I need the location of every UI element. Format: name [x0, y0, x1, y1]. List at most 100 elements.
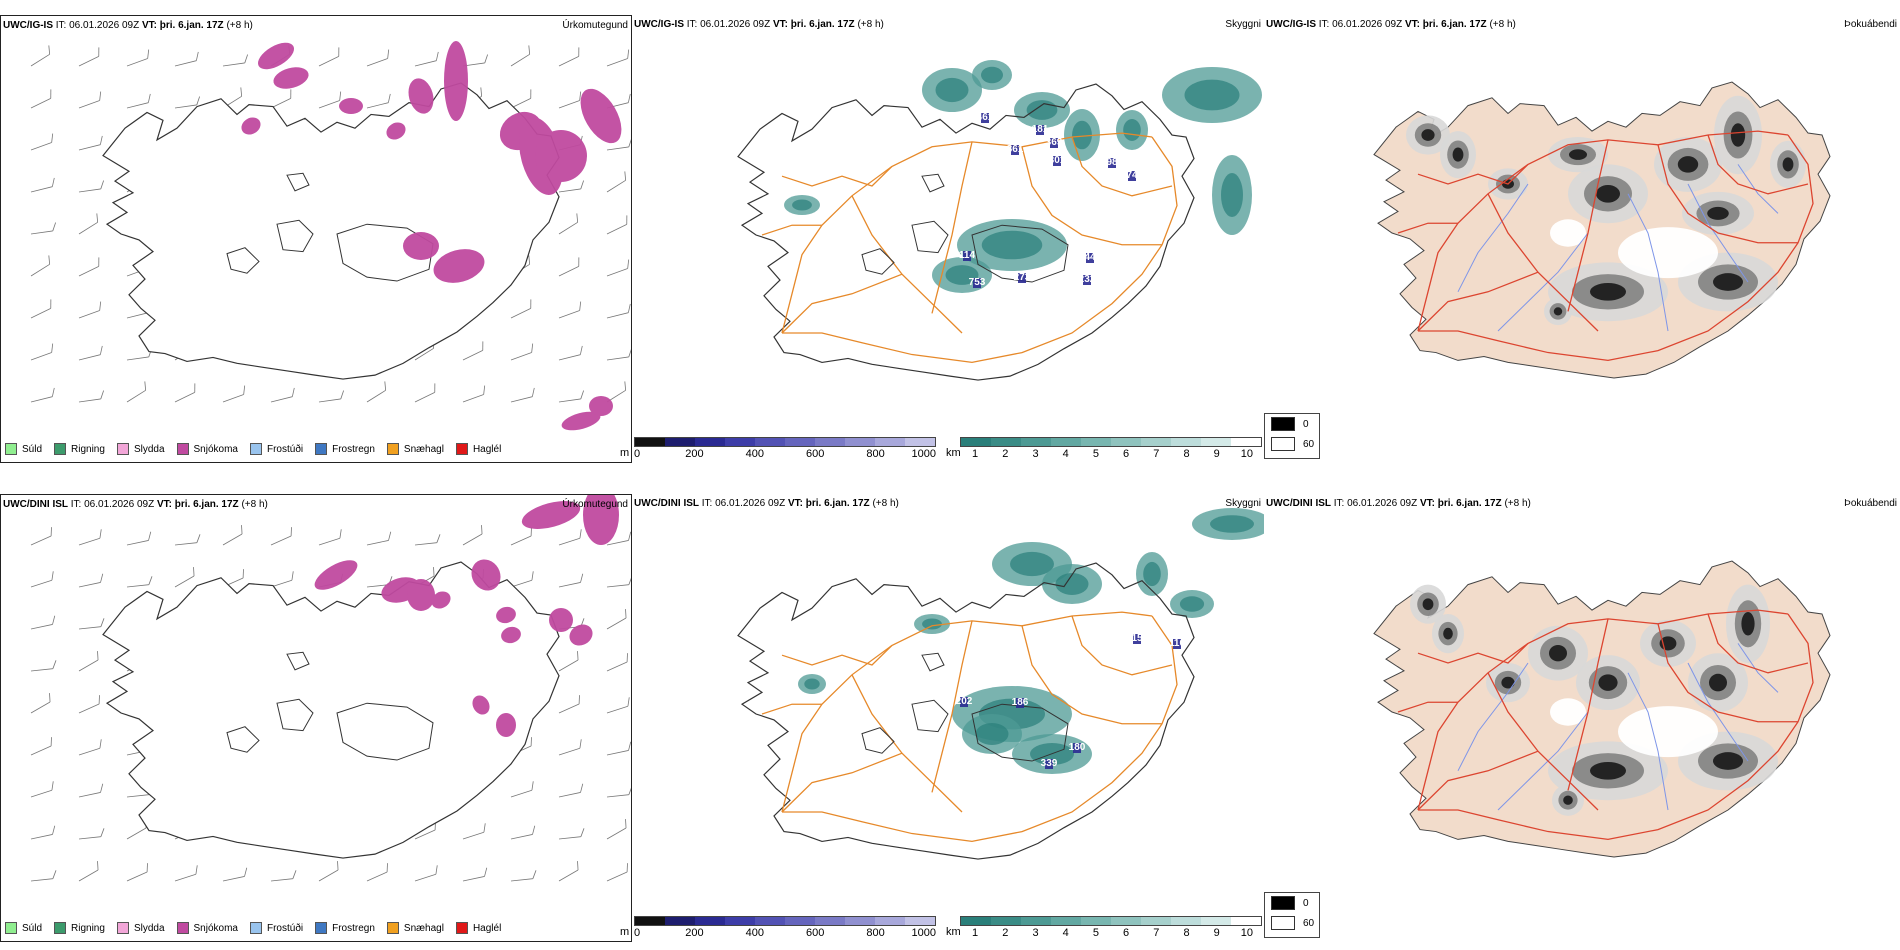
fog-intensity: [1406, 95, 1806, 326]
road-network: [761, 611, 1178, 843]
legend-item: Frostregn: [315, 922, 375, 934]
legend-swatch: [455, 443, 468, 455]
fog-map-row1: [1373, 81, 1831, 379]
panel-type-label: Þokuábendi: [1844, 498, 1897, 509]
legend-item: Frostregn: [315, 443, 375, 455]
visibility-panel-row1: 461 181 861 369 301 98 74 114 44 273 232 753 UWC/IG…: [620, 15, 1264, 463]
colorbar-tick-label: 4: [1062, 448, 1069, 460]
visibility-value-label: 44: [1084, 252, 1096, 263]
colorbar-gradient: [960, 916, 1262, 926]
road-network: [1397, 130, 1814, 362]
colorbar-unit: m: [620, 926, 630, 938]
fog-legend-swatch: [1271, 916, 1295, 930]
visibility-value-label: 180: [1069, 742, 1086, 753]
legend-swatch: [116, 922, 129, 934]
legend-swatch: [116, 443, 129, 455]
rivers: [1457, 164, 1779, 332]
colorbar-tick-label: 800: [866, 927, 885, 939]
colorbar-gradient: [960, 437, 1262, 447]
iceland-outline: [737, 562, 1195, 860]
panel-title: UWC/IG-IS IT: 06.01.2026 09Z VT: þri. 6.…: [634, 19, 884, 30]
visibility-value-label: 369: [1046, 137, 1063, 148]
legend-item: Haglél: [455, 443, 502, 455]
visibility-value-label: 74: [1126, 170, 1138, 181]
colorbar-tick-label: 3: [1032, 448, 1039, 460]
fog-legend-row: 60: [1265, 913, 1319, 933]
legend-swatch: [54, 922, 67, 934]
legend-label: Snæhagl: [403, 443, 444, 455]
colorbar-tick-label: 600: [806, 448, 825, 460]
visibility-value-label: 116: [1169, 638, 1186, 649]
colorbar-tick-label: 7: [1153, 927, 1160, 939]
visibility-value-label: 114: [959, 250, 976, 261]
colorbar-unit: m: [620, 447, 630, 459]
fog-legend-swatch: [1271, 437, 1295, 451]
visibility-value-label: 181: [1032, 124, 1049, 135]
legend-item: Snjókoma: [176, 922, 238, 934]
visibility-value-labels: 15 116 202 186 180 339: [956, 633, 1186, 769]
panel-type-label: Þokuábendi: [1844, 19, 1897, 30]
colorbar-tick-label: 9: [1213, 448, 1220, 460]
visibility-value-label: 339: [1041, 758, 1058, 769]
visibility-value-label: 15: [1131, 633, 1143, 644]
legend-label: Frostúði: [266, 922, 304, 934]
cloud-base-colorbar: 0 200 400 600 800 1000 m: [620, 916, 936, 940]
fog-intensity: [1410, 584, 1778, 816]
iceland-outline: [102, 561, 560, 859]
panel-type-label: Skyggni: [1225, 498, 1261, 509]
fog-legend-row: 0: [1265, 414, 1319, 434]
legend-swatch: [5, 922, 17, 934]
colorbar-tick-label: 5: [1092, 927, 1099, 939]
legend-item: Frostúði: [249, 443, 304, 455]
colorbar-tick-label: 1: [972, 927, 979, 939]
visibility-map-row2: 15 116 202 186 180 339: [737, 508, 1264, 860]
visibility-value-label: 202: [956, 696, 973, 707]
legend-label: Rigning: [71, 443, 105, 455]
panel-title: UWC/DINI ISL IT: 06.01.2026 09Z VT: þri.…: [3, 499, 268, 510]
legend-label: Snæhagl: [403, 922, 444, 934]
colorbar-tick-label: 10: [1240, 927, 1254, 939]
colorbar-tick-label: 600: [806, 927, 825, 939]
fog-legend-label: 0: [1303, 418, 1309, 430]
colorbar-tick-label: 6: [1123, 927, 1130, 939]
fog-legend-label: 0: [1303, 897, 1309, 909]
legend-label: Haglél: [472, 443, 502, 455]
road-network: [1397, 609, 1814, 841]
visibility-colorbar: 1 2 3 4 5 6 7 8 9 10 km: [946, 437, 1262, 461]
legend-swatch: [386, 922, 399, 934]
visibility-value-label: 753: [969, 277, 986, 288]
legend-swatch: [176, 443, 189, 455]
panel-title: UWC/IG-IS IT: 06.01.2026 09Z VT: þri. 6.…: [3, 20, 253, 31]
visibility-colorbar: 1 2 3 4 5 6 7 8 9 10 km: [946, 916, 1262, 940]
visibility-areas: [784, 60, 1262, 293]
colorbar-tick-label: 9: [1213, 927, 1220, 939]
legend-label: Frostregn: [332, 922, 375, 934]
colorbar-tick-label: 0: [634, 448, 641, 460]
colorbar-tick-label: 200: [685, 448, 704, 460]
colorbar-tick-label: 6: [1123, 448, 1130, 460]
fog-legend-swatch: [1271, 896, 1295, 910]
fog-panel-row2: UWC/DINI ISL IT: 06.01.2026 09Z VT: þri.…: [1264, 494, 1900, 942]
colorbar-tick-label: 400: [745, 448, 764, 460]
fog-legend-row: 0: [1265, 893, 1319, 913]
legend-label: Súld: [22, 922, 43, 934]
glacier-outlines: [861, 173, 1069, 283]
road-network: [761, 132, 1178, 364]
legend-item: Súld: [5, 443, 42, 455]
legend-swatch: [54, 443, 67, 455]
visibility-map-row1: 461 181 861 369 301 98 74 114 44 273 232 753: [737, 60, 1262, 381]
legend-label: Súld: [22, 443, 43, 455]
precip-legend: Súld Rigning Slydda Snjókoma Frostúði Frostre…: [5, 922, 513, 934]
visibility-panel-row2: 15 116 202 186 180 339 UWC/DINI ISL IT: 06.01…: [620, 494, 1264, 942]
precip-map-row2: [30, 495, 631, 882]
legend-label: Haglél: [472, 922, 502, 934]
precip-type-panel-row1: UWC/IG-IS IT: 06.01.2026 09Z VT: þri. 6.…: [0, 15, 632, 463]
legend-swatch: [249, 443, 262, 455]
glacier-outlines: [226, 651, 434, 761]
colorbar-tick-label: 7: [1153, 448, 1160, 460]
legend-label: Frostúði: [266, 443, 304, 455]
visibility-value-label: 301: [1049, 155, 1066, 166]
colorbar-tick-label: 2: [1002, 927, 1009, 939]
fog-legend: 0 60: [1264, 413, 1320, 459]
colorbar-tick-label: 1000: [911, 927, 936, 939]
